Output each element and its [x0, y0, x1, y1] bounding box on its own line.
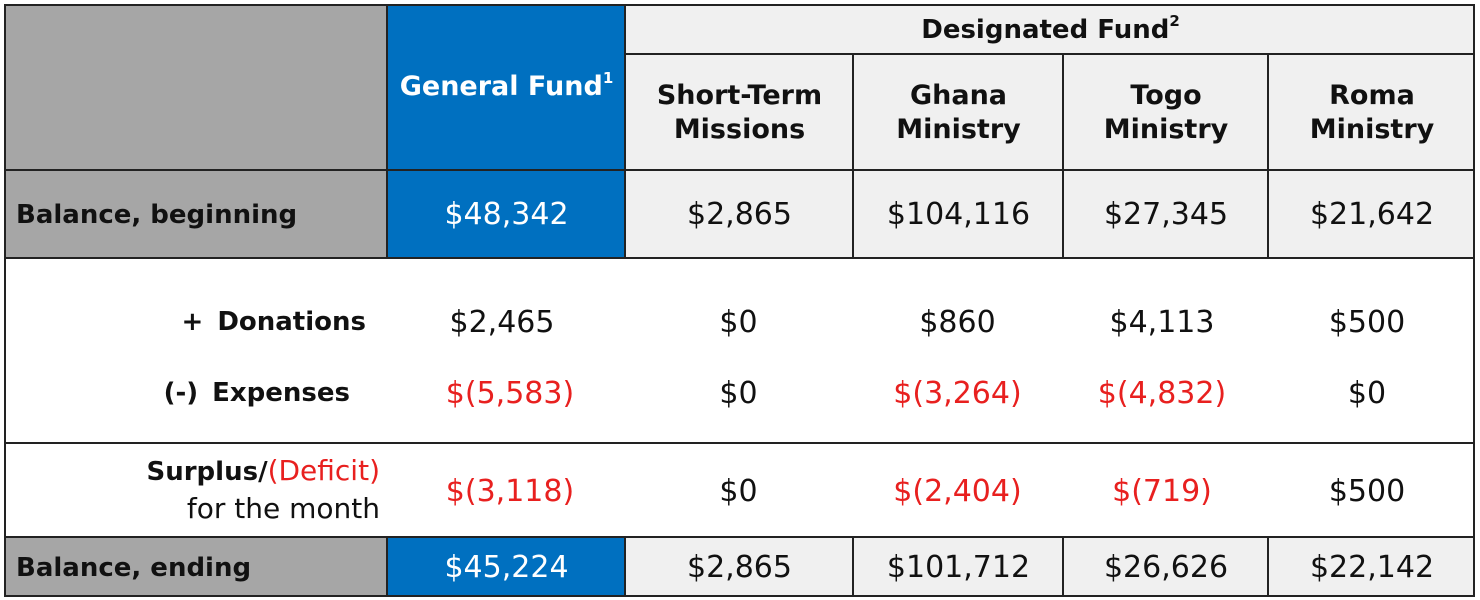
donations-general: $2,465 — [449, 304, 555, 340]
deficit-label: (Deficit) — [267, 453, 380, 487]
surplus-ghana: $(2,404) — [893, 473, 1022, 509]
donations-togo: $4,113 — [1109, 304, 1215, 340]
ending-short-term: $2,865 — [624, 536, 853, 597]
beginning-general: $48,342 — [386, 169, 625, 258]
general-fund-footnote: 1 — [602, 69, 614, 87]
col-header-ghana-label: Ghana Ministry — [896, 79, 1021, 145]
surplus-roma: $500 — [1328, 473, 1406, 509]
col-header-togo: Togo Ministry — [1062, 53, 1268, 170]
expenses-ghana: $(3,264) — [893, 375, 1022, 411]
donations-label: Donations — [217, 307, 366, 337]
label-balance-ending: Balance, ending — [4, 536, 387, 597]
general-fund-title: General Fund — [399, 71, 603, 102]
ending-roma: $22,142 — [1267, 536, 1475, 597]
expenses-togo: $(4,832) — [1097, 375, 1227, 411]
ending-ghana: $101,712 — [852, 536, 1063, 597]
beginning-roma: $21,642 — [1267, 169, 1475, 258]
col-header-togo-label: Togo Ministry — [1103, 79, 1229, 145]
beginning-ghana: $104,116 — [852, 169, 1063, 258]
label-donations: + Donations — [4, 295, 366, 349]
beginning-short-term: $2,865 — [624, 169, 853, 258]
donations-sign: + — [181, 307, 204, 337]
label-expenses: (-) Expenses — [4, 366, 350, 420]
label-balance-beginning: Balance, beginning — [4, 169, 387, 258]
expenses-short-term: $0 — [719, 375, 758, 411]
col-header-ghana: Ghana Ministry — [852, 53, 1063, 170]
corner-header-cell — [4, 4, 387, 170]
surplus-label: Surplus/ — [146, 456, 268, 487]
ending-togo: $26,626 — [1062, 536, 1268, 597]
col-header-short-term: Short-Term Missions — [624, 53, 853, 170]
activity-block — [4, 257, 1475, 444]
for-the-month-label: for the month — [186, 491, 380, 525]
expenses-sign: (-) — [163, 378, 199, 408]
expenses-label: Expenses — [212, 378, 350, 408]
designated-fund-footnote: 2 — [1169, 11, 1180, 30]
donations-ghana: $860 — [919, 304, 996, 340]
donations-roma: $500 — [1328, 304, 1406, 340]
expenses-general: $(5,583) — [445, 375, 575, 411]
surplus-togo: $(719) — [1112, 473, 1212, 509]
surplus-general: $(3,118) — [445, 473, 575, 509]
col-header-roma: Roma Ministry — [1267, 53, 1475, 170]
surplus-row — [4, 442, 1475, 538]
beginning-togo: $27,345 — [1062, 169, 1268, 258]
designated-fund-header: Designated Fund2 — [624, 4, 1475, 55]
col-header-roma-label: Roma Ministry — [1309, 79, 1435, 145]
donations-short-term: $0 — [719, 304, 758, 340]
surplus-short-term: $0 — [719, 473, 758, 509]
general-fund-header: General Fund1 — [386, 4, 625, 170]
ending-general: $45,224 — [386, 536, 625, 597]
designated-fund-title: Designated Fund — [921, 14, 1170, 45]
expenses-roma: $0 — [1347, 375, 1387, 411]
label-surplus-deficit: Surplus/(Deficit) for the month — [4, 448, 381, 532]
col-header-short-term-label: Short-Term Missions — [656, 79, 823, 145]
